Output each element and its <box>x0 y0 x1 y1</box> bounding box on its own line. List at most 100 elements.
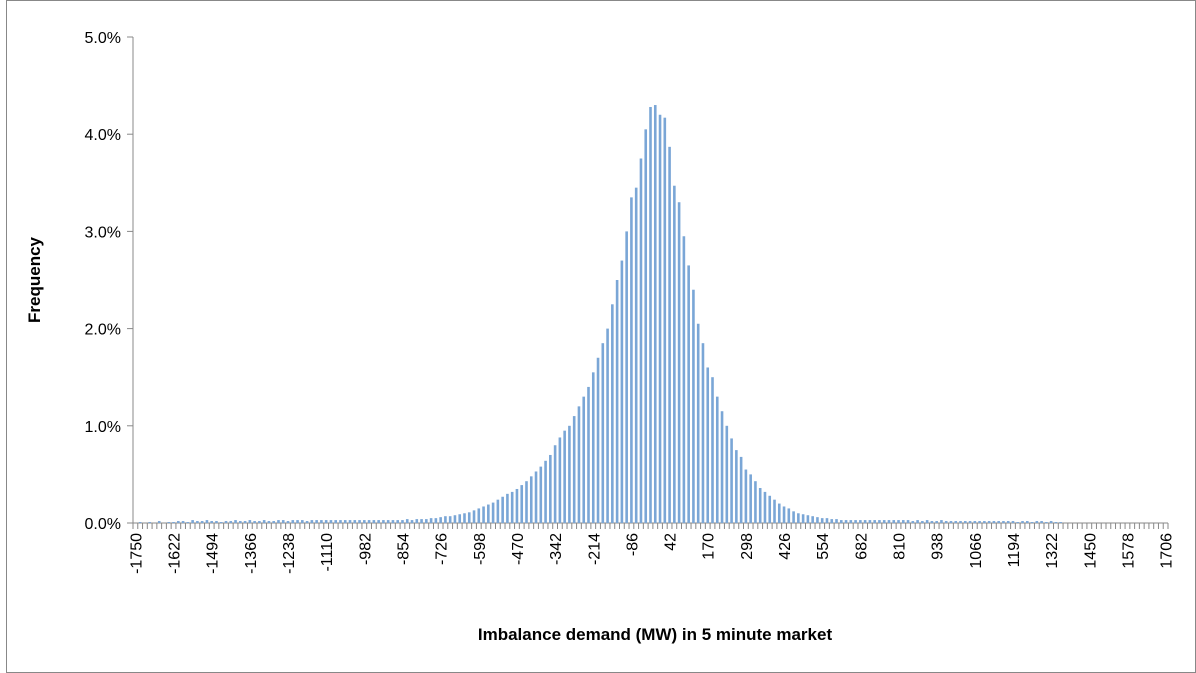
bar <box>506 493 509 523</box>
y-tick-label: 3.0% <box>85 224 121 241</box>
bar <box>887 520 891 523</box>
bar <box>401 520 404 523</box>
bar <box>582 396 586 523</box>
bar <box>978 521 981 523</box>
y-tick-label: 0.0% <box>85 516 121 533</box>
y-axis-label: Frequency <box>25 236 44 323</box>
x-tick-label: -1750 <box>128 533 145 574</box>
bar <box>301 520 304 523</box>
bar <box>611 304 614 523</box>
bar <box>472 510 476 523</box>
bar <box>892 520 896 523</box>
bar <box>491 502 495 523</box>
bar <box>777 503 781 523</box>
bar <box>987 521 991 523</box>
bar <box>291 520 295 523</box>
y-tick-label: 5.0% <box>85 30 121 47</box>
bar <box>606 328 609 523</box>
bar <box>682 236 686 523</box>
bar <box>467 512 471 523</box>
bar <box>973 521 977 523</box>
bar <box>668 146 671 523</box>
bar <box>921 521 924 523</box>
bar <box>854 520 857 523</box>
bar <box>339 520 342 523</box>
bar <box>215 521 218 523</box>
bar <box>797 513 800 523</box>
bar <box>262 520 266 523</box>
bar <box>448 516 452 523</box>
bar <box>191 520 194 523</box>
bar <box>410 520 414 523</box>
bar <box>391 520 395 523</box>
bar <box>758 488 762 523</box>
x-tick-label: 298 <box>739 533 756 560</box>
bar <box>949 521 953 523</box>
bar <box>181 521 185 523</box>
bar <box>267 521 271 523</box>
bar <box>444 516 447 523</box>
bar <box>157 521 161 523</box>
bar <box>673 185 676 523</box>
bar <box>334 520 338 523</box>
bar <box>315 520 318 523</box>
bar <box>549 454 552 523</box>
bar <box>219 522 223 523</box>
bar <box>725 425 729 523</box>
bar <box>453 515 457 523</box>
bar <box>348 520 352 523</box>
bar <box>930 521 934 523</box>
bar <box>487 504 490 523</box>
bar <box>343 520 347 523</box>
bar <box>310 520 314 523</box>
bar <box>510 491 514 523</box>
x-tick-label: 1194 <box>1006 533 1023 568</box>
bar <box>277 520 280 523</box>
bar <box>167 522 171 523</box>
bar <box>234 520 237 523</box>
x-tick-label: -214 <box>586 533 603 565</box>
bar <box>1040 521 1043 523</box>
bar <box>701 343 705 523</box>
bar <box>544 460 547 523</box>
bar <box>420 519 423 523</box>
bar <box>844 520 848 523</box>
bar <box>653 105 657 523</box>
bar <box>959 521 962 523</box>
bar <box>630 197 633 523</box>
bar <box>363 520 366 523</box>
bar <box>329 520 333 523</box>
bar <box>425 519 428 523</box>
bar <box>138 522 142 523</box>
bar <box>911 521 915 523</box>
bar <box>205 520 209 523</box>
bar <box>520 485 524 523</box>
bar <box>200 521 204 523</box>
bar <box>715 396 719 523</box>
x-tick-label: -1366 <box>243 533 260 574</box>
bar <box>353 520 357 523</box>
x-tick-label: -854 <box>395 533 412 565</box>
bar <box>944 521 948 523</box>
bar <box>210 521 213 523</box>
x-tick-label: 1450 <box>1082 533 1099 569</box>
bar <box>372 520 376 523</box>
bar <box>963 521 967 523</box>
bar <box>754 481 757 523</box>
bar <box>587 386 590 523</box>
bar <box>634 187 638 523</box>
bar <box>286 521 290 523</box>
bar <box>367 520 371 523</box>
bar <box>239 521 242 523</box>
bar <box>196 521 199 523</box>
bar <box>811 516 814 523</box>
bar <box>925 520 929 523</box>
bar <box>1011 521 1015 523</box>
bar <box>1002 521 1005 523</box>
x-tick-label: -1110 <box>319 533 336 572</box>
x-tick-label: 1578 <box>1120 533 1137 569</box>
bar <box>320 520 323 523</box>
bar <box>663 117 667 524</box>
bar <box>305 521 309 523</box>
